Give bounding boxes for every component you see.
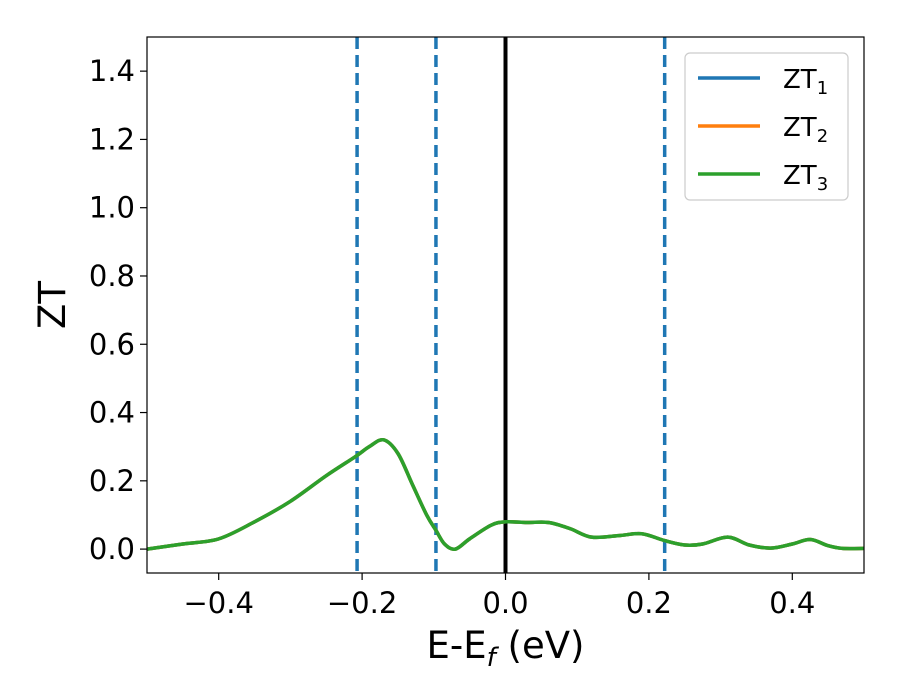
legend-label-zt3: ZT3 [783, 161, 828, 195]
y-tick-label: 0.8 [89, 259, 135, 293]
reference-lines [355, 37, 667, 573]
y-tick-label: 1.4 [89, 54, 135, 88]
x-axis-ticks: −0.4 −0.2 0.0 0.2 0.4 [183, 573, 815, 620]
x-tick-label: 0.4 [769, 586, 815, 620]
legend-label-zt2: ZT2 [783, 113, 828, 147]
y-axis-ticks: 0.0 0.2 0.4 0.6 0.8 1.0 1.2 1.4 [89, 54, 147, 566]
series-lines [146, 437, 865, 551]
y-axis-title: ZT [31, 281, 74, 329]
x-axis-title-unit: (eV) [496, 624, 585, 667]
series-line-zt3 [146, 437, 865, 551]
x-tick-label: 0.0 [482, 586, 528, 620]
y-tick-label: 1.0 [89, 191, 135, 225]
x-axis-title: E-Ef (eV) [427, 624, 585, 673]
y-tick-label: 0.2 [89, 464, 135, 498]
y-tick-label: 0.4 [89, 396, 135, 430]
x-tick-label: −0.2 [327, 586, 397, 620]
y-tick-label: 1.2 [89, 122, 135, 156]
legend-label-zt1: ZT1 [783, 65, 828, 99]
x-tick-label: 0.2 [626, 586, 672, 620]
x-axis-title-main: E-E [427, 624, 487, 667]
x-tick-label: −0.4 [183, 586, 253, 620]
legend-box [684, 52, 849, 201]
y-tick-label: 0.0 [89, 532, 135, 566]
y-tick-label: 0.6 [89, 327, 135, 361]
legend: ZT1 ZT2 ZT3 [684, 52, 849, 201]
